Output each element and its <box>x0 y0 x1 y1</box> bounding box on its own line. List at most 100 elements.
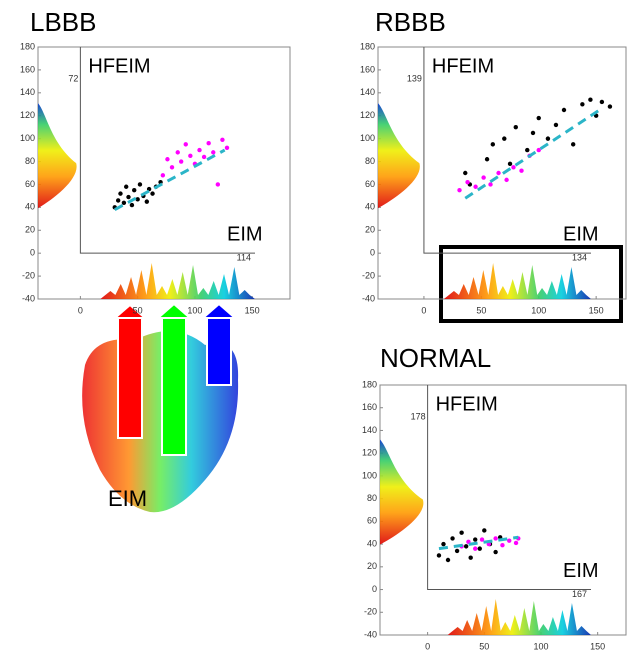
point <box>511 165 516 170</box>
trend-line <box>464 108 601 200</box>
arrow-blue <box>200 302 238 386</box>
inset-max-y: 139 <box>407 73 422 83</box>
x-histogram <box>443 263 591 299</box>
point <box>536 147 541 153</box>
point <box>481 175 486 180</box>
y-tick-label: 60 <box>365 179 375 189</box>
inset-max-x: 134 <box>572 253 587 263</box>
y-tick-label: 0 <box>30 248 35 258</box>
point <box>463 170 468 176</box>
point <box>224 145 230 150</box>
point <box>165 157 170 162</box>
y-tick-label: 140 <box>360 87 375 97</box>
point <box>580 102 585 107</box>
arrow-red <box>112 303 148 439</box>
inset-x-label: EIM <box>563 223 599 245</box>
point <box>135 197 140 202</box>
point <box>530 130 536 136</box>
point <box>144 199 150 204</box>
y-tick-label: 120 <box>20 110 35 120</box>
x-tick-label: 0 <box>425 641 430 651</box>
y-tick-label: 40 <box>367 538 377 548</box>
panel-title: RBBB <box>375 7 446 37</box>
point <box>215 182 221 187</box>
point <box>477 546 482 551</box>
point <box>525 147 530 153</box>
point <box>519 168 524 173</box>
inset-max-x: 167 <box>572 589 587 599</box>
point <box>454 548 460 554</box>
trend-line <box>114 148 226 211</box>
point <box>468 555 473 560</box>
point <box>220 137 225 142</box>
panel-title: LBBB <box>30 7 97 37</box>
panel: LBBB -40 -20 0 20 40 60 80 100 120 140 160 180 0 50 100… <box>20 7 291 315</box>
y-tick-label: 140 <box>20 87 35 97</box>
y-tick-label: 60 <box>25 179 35 189</box>
y-tick-label: 40 <box>365 202 375 212</box>
point <box>490 142 496 147</box>
x-tick-label: 150 <box>590 641 605 651</box>
inset-x-label: EIM <box>563 560 599 582</box>
point <box>561 107 567 113</box>
point <box>175 150 180 155</box>
inset-axes <box>423 47 591 254</box>
point <box>178 159 184 164</box>
y-tick-label: 20 <box>365 225 375 235</box>
panel: NORMAL -40 -20 0 20 40 60 80 100 120 140 160 180 0 50 1… <box>362 343 627 651</box>
y-tick-label: 100 <box>362 470 377 480</box>
point <box>553 122 559 128</box>
point <box>211 150 216 155</box>
point <box>570 142 576 147</box>
y-tick-label: 80 <box>25 156 35 166</box>
y-tick-label: 180 <box>362 379 377 389</box>
point <box>493 536 498 541</box>
inset-axes <box>427 385 591 591</box>
point <box>183 142 188 147</box>
x-tick-label: 0 <box>78 305 83 315</box>
y-tick-label: -20 <box>362 270 375 280</box>
y-histogram <box>380 439 424 545</box>
point <box>504 177 509 183</box>
point <box>150 191 155 196</box>
y-tick-label: -20 <box>22 270 35 280</box>
y-histogram <box>378 103 420 209</box>
point <box>201 154 207 160</box>
inset-y-label: HFEIM <box>436 393 498 415</box>
arrow-green <box>155 302 193 456</box>
point <box>115 198 121 203</box>
inset-y-label: HFEIM <box>432 55 494 77</box>
point <box>473 184 478 189</box>
y-tick-label: 160 <box>362 402 377 412</box>
point <box>536 115 541 121</box>
y-tick-label: 160 <box>20 64 35 74</box>
point <box>129 202 135 208</box>
point <box>599 99 605 105</box>
y-tick-label: 60 <box>367 516 377 526</box>
inset-max-y: 72 <box>68 73 78 83</box>
point <box>488 182 493 187</box>
inset-axes <box>79 47 255 254</box>
point <box>124 184 129 189</box>
point <box>482 528 487 533</box>
y-tick-label: 140 <box>362 425 377 435</box>
point <box>459 530 464 535</box>
point <box>169 165 175 170</box>
point <box>484 157 490 162</box>
point <box>588 97 593 102</box>
point <box>479 537 485 542</box>
y-tick-label: 120 <box>360 110 375 120</box>
point <box>137 182 143 187</box>
point <box>457 187 462 193</box>
point <box>500 543 505 548</box>
point <box>206 141 211 146</box>
y-tick-label: 80 <box>365 156 375 166</box>
point <box>441 541 446 547</box>
y-tick-label: 0 <box>372 584 377 594</box>
y-tick-label: 100 <box>20 133 35 143</box>
panel-title: NORMAL <box>380 343 491 373</box>
y-tick-label: 0 <box>370 248 375 258</box>
point <box>463 544 469 549</box>
point <box>436 553 442 558</box>
